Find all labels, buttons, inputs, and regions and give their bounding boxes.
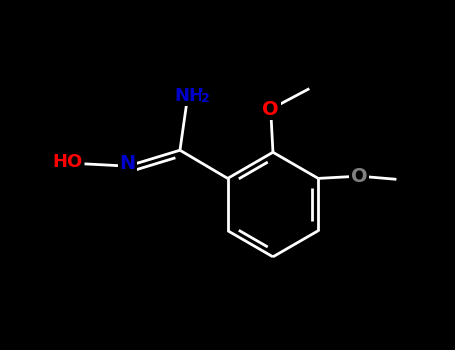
Text: 2: 2 xyxy=(202,92,210,105)
Text: O: O xyxy=(263,100,279,119)
Text: NH: NH xyxy=(174,87,204,105)
Text: N: N xyxy=(120,154,136,173)
Text: O: O xyxy=(351,167,368,186)
Text: HO: HO xyxy=(52,153,82,170)
